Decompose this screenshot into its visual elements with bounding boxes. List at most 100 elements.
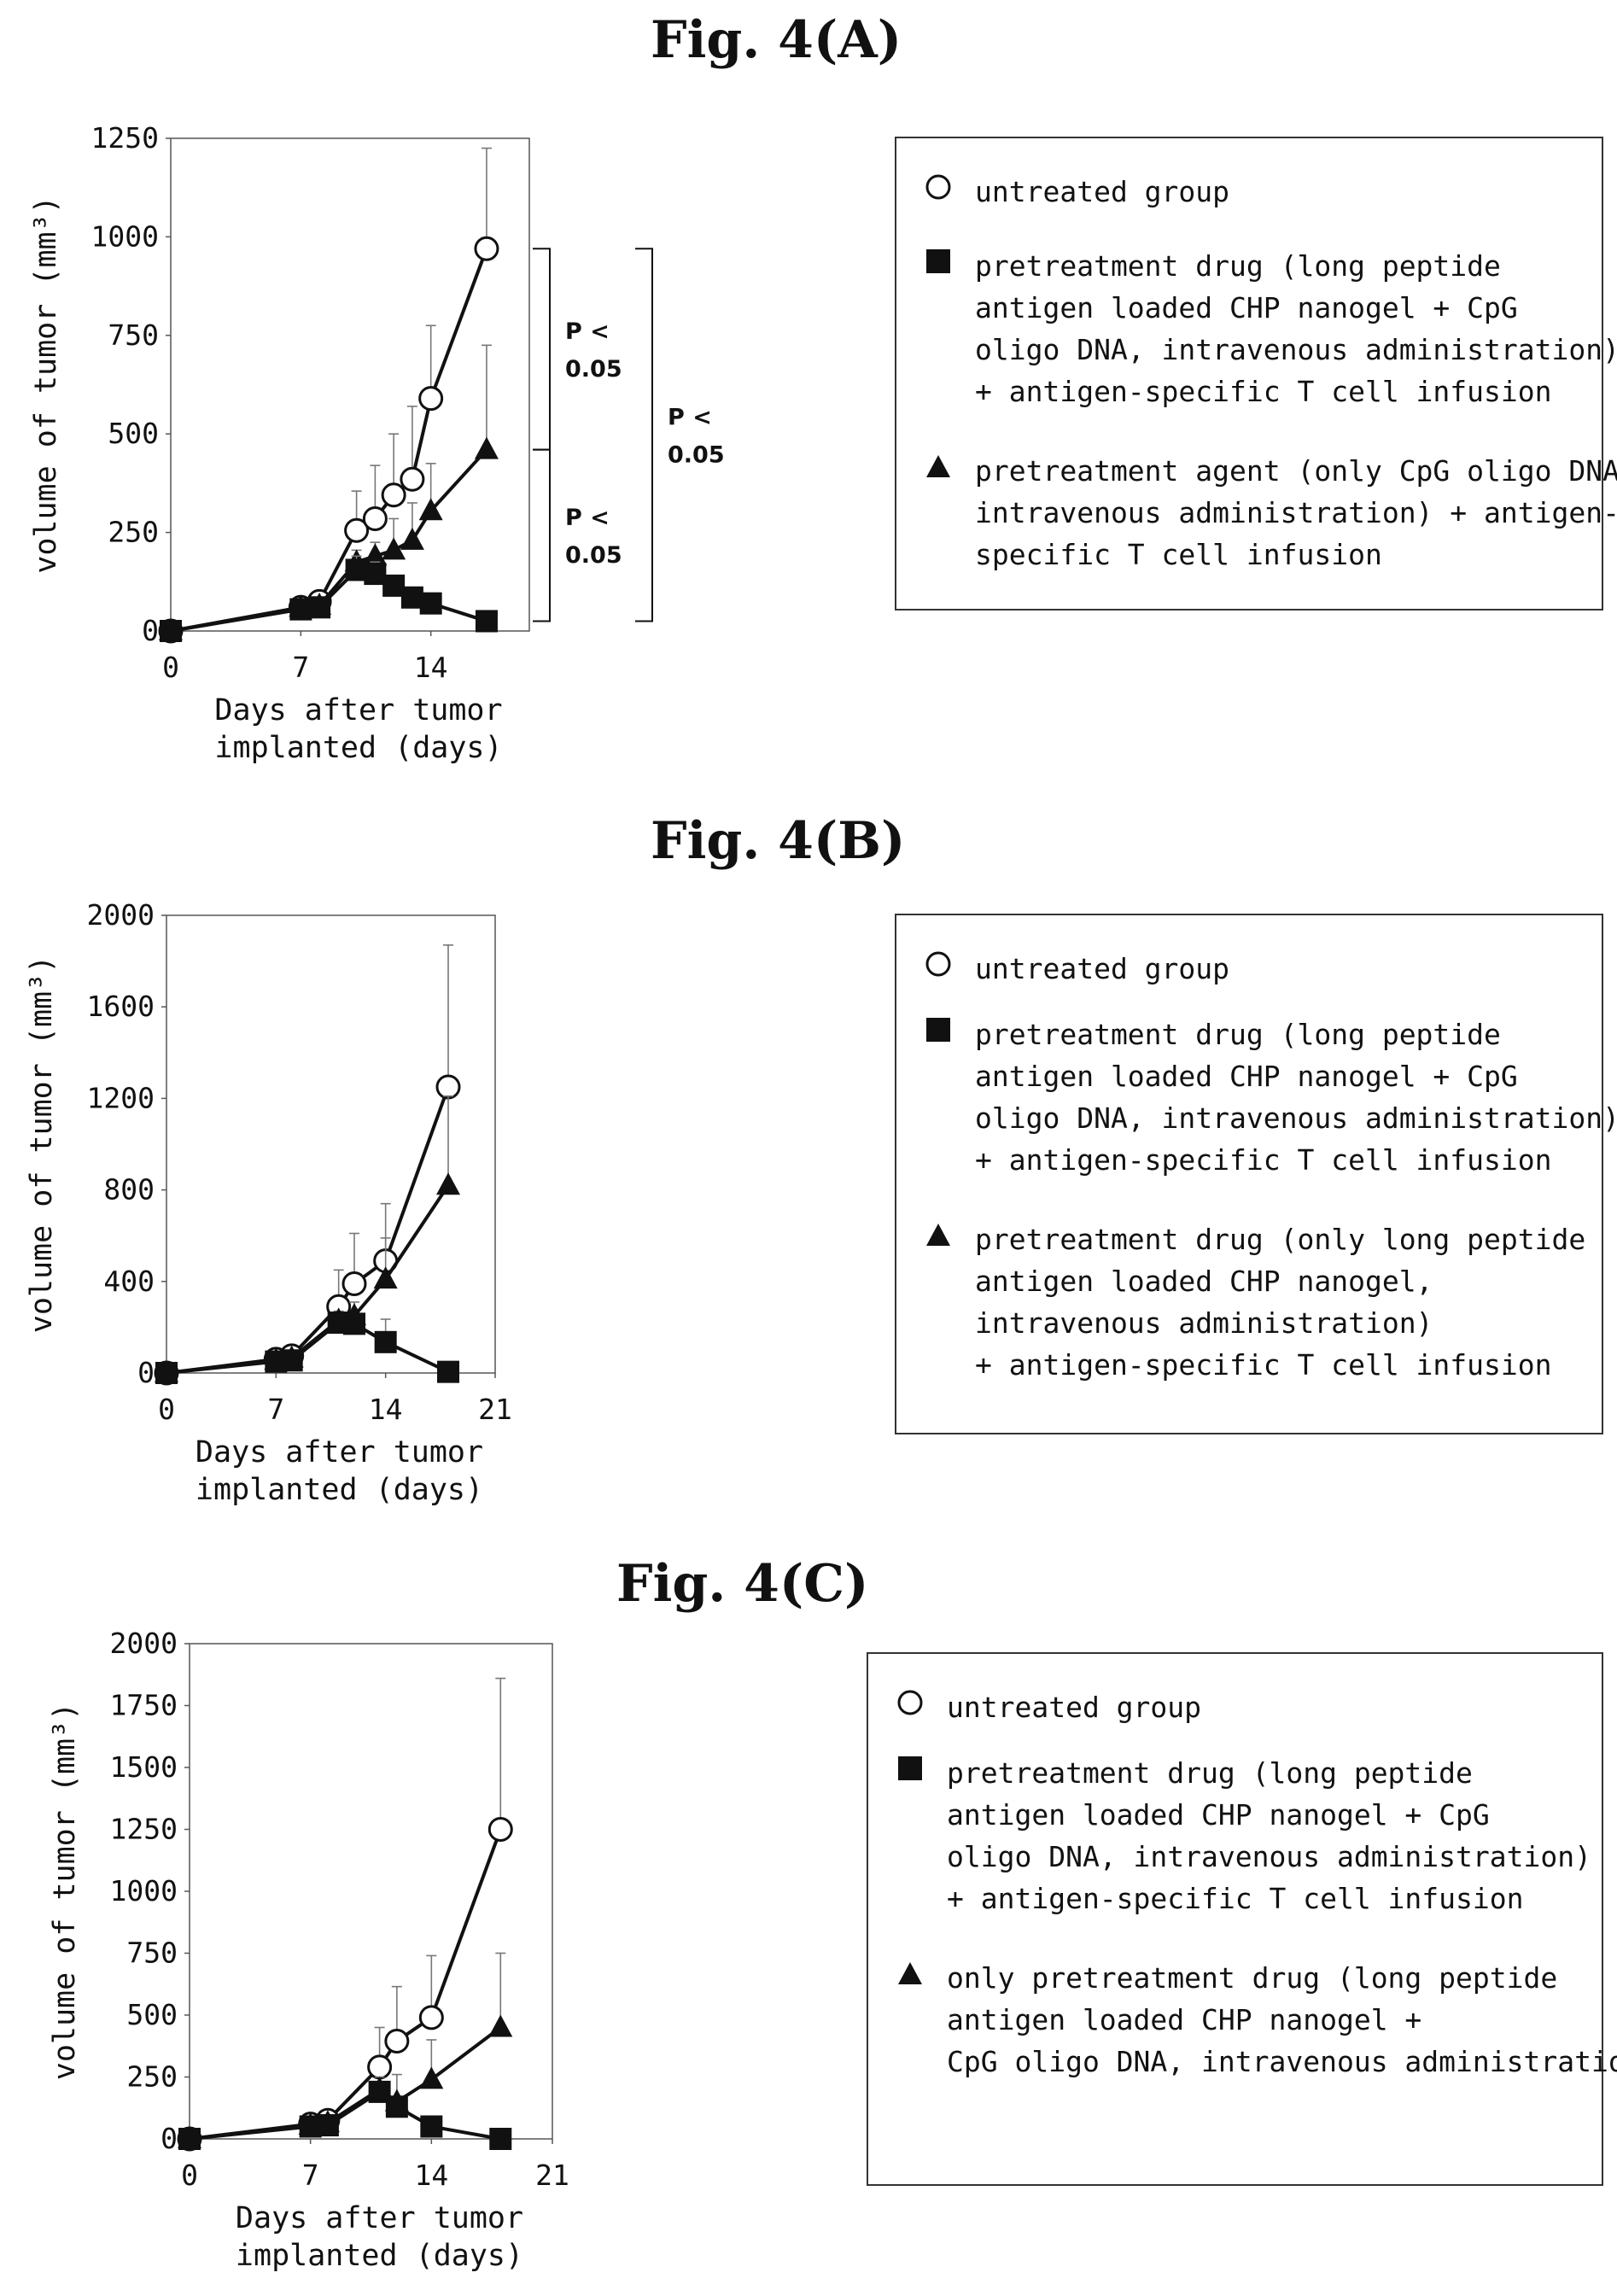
significance-bracket <box>635 248 653 622</box>
data-point-circle <box>487 1817 513 1842</box>
legend-b: untreated group pretreatment drug (long … <box>895 914 1617 1434</box>
figure-title-b: Fig. 4(B) <box>651 811 906 871</box>
data-point-circle <box>418 2005 444 2030</box>
series-line-triangle <box>166 1184 450 1375</box>
data-point-square <box>155 1362 178 1384</box>
data-point-square <box>385 2095 408 2118</box>
x-tick-label: 21 <box>535 2159 569 2192</box>
legend-marker-square <box>898 1756 922 1780</box>
x-axis-label: Days after tumor <box>196 1435 483 1469</box>
x-axis-label: Days after tumor <box>214 693 502 727</box>
y-tick-label: 0 <box>137 1356 155 1389</box>
data-point-circle <box>367 2054 393 2080</box>
y-tick-label: 1600 <box>87 990 155 1023</box>
legend-label: untreated group <box>975 175 1230 208</box>
y-tick-label: 250 <box>126 2060 178 2094</box>
data-point-square <box>382 574 406 597</box>
data-point-square <box>437 1360 459 1383</box>
y-tick-label: 750 <box>126 1937 178 1970</box>
legend-marker-triangle <box>926 1224 950 1246</box>
legend-label: pretreatment drug (only long peptide ant… <box>975 1223 1586 1382</box>
data-point-square <box>316 2114 339 2137</box>
legend-marker-triangle <box>926 455 950 477</box>
data-point-square <box>160 620 182 642</box>
data-point-square <box>374 1330 397 1353</box>
legend-marker-square <box>926 1018 950 1042</box>
figure-title-a: Fig. 4(A) <box>651 10 902 70</box>
data-point-square <box>400 586 423 609</box>
y-tick-label: 500 <box>108 417 159 450</box>
y-tick-label: 1000 <box>110 1874 178 1907</box>
legend-marker-circle <box>897 1690 923 1715</box>
data-point-square <box>345 558 368 581</box>
y-tick-label: 1750 <box>110 1689 178 1722</box>
p-value-label: P < <box>565 318 610 345</box>
x-axis-label: implanted (days) <box>214 731 502 765</box>
series-line-circle <box>166 1086 450 1375</box>
legend-label: untreated group <box>947 1691 1202 1724</box>
data-point-square <box>420 2115 443 2138</box>
data-point-triangle <box>419 2066 444 2089</box>
y-tick-label: 2000 <box>110 1627 178 1660</box>
p-value-label: 0.05 <box>565 356 622 383</box>
data-point-circle <box>362 505 388 531</box>
data-point-square <box>178 2128 201 2150</box>
x-tick-label: 7 <box>267 1393 284 1426</box>
x-tick-label: 21 <box>478 1393 512 1426</box>
y-tick-label: 1500 <box>110 1750 178 1784</box>
data-point-triangle <box>400 527 424 550</box>
legend-a: untreated group pretreatment drug (long … <box>895 137 1617 611</box>
data-point-triangle <box>474 436 499 459</box>
data-point-square <box>280 1349 303 1372</box>
legend-label: pretreatment drug (long peptide antigen … <box>947 1756 1591 1915</box>
legend-label: pretreatment agent (only CpG oligo DNA, … <box>975 454 1617 571</box>
y-axis-label: volume of tumor (mm³) <box>25 955 59 1334</box>
y-tick-label: 0 <box>161 2122 178 2155</box>
plot-frame <box>170 137 530 632</box>
data-point-circle <box>381 482 406 508</box>
data-point-square <box>343 1312 365 1335</box>
x-tick-label: 7 <box>292 651 309 684</box>
legend-marker-circle <box>925 174 951 200</box>
legend-marker-triangle <box>898 1962 922 1984</box>
data-point-circle <box>474 236 499 261</box>
y-tick-label: 1250 <box>110 1813 178 1846</box>
data-point-triangle <box>363 543 388 566</box>
data-point-triangle <box>382 537 406 560</box>
p-value-label: 0.05 <box>668 441 725 468</box>
x-axis-label: Days after tumor <box>236 2201 523 2235</box>
y-tick-label: 400 <box>103 1265 155 1298</box>
x-axis-label: implanted (days) <box>236 2239 523 2273</box>
x-tick-label: 7 <box>302 2159 319 2192</box>
chart-b: 0 400 800 1200 1600 2000 0 7 14 21 Days after tumo… <box>25 898 512 1507</box>
data-point-square <box>475 610 498 633</box>
legend-marker-circle <box>925 951 951 977</box>
data-point-square <box>364 563 387 586</box>
plot-frame <box>166 914 496 1374</box>
chart-c: 0 250 500 750 1000 1250 1500 1750 2000 0 7 14 21 Days… <box>48 1627 569 2273</box>
data-point-square <box>308 596 331 619</box>
y-tick-label: 250 <box>108 516 159 549</box>
significance-bracket <box>533 248 551 451</box>
series-line-square <box>166 1320 449 1375</box>
data-point-circle <box>435 1074 461 1100</box>
y-axis-label: volume of tumor (mm³) <box>48 1703 82 2081</box>
x-tick-label: 14 <box>369 1393 403 1426</box>
y-tick-label: 800 <box>103 1173 155 1206</box>
y-tick-label: 750 <box>108 318 159 352</box>
figure-title-c: Fig. 4(C) <box>616 1554 869 1614</box>
series-line-circle <box>170 248 488 633</box>
y-tick-label: 2000 <box>87 898 155 932</box>
legend-marker-square <box>926 249 950 273</box>
data-point-circle <box>400 466 425 492</box>
y-tick-label: 500 <box>126 1998 178 2031</box>
series-line-triangle <box>189 2025 502 2141</box>
data-point-square <box>419 592 442 615</box>
data-point-triangle <box>373 1266 398 1289</box>
data-point-circle <box>418 386 444 412</box>
x-tick-label: 14 <box>414 651 448 684</box>
data-point-circle <box>344 517 370 543</box>
y-tick-label: 1000 <box>91 219 159 253</box>
x-axis-label: implanted (days) <box>196 1473 483 1507</box>
legend-label: pretreatment drug (long peptide antigen … <box>975 249 1617 408</box>
